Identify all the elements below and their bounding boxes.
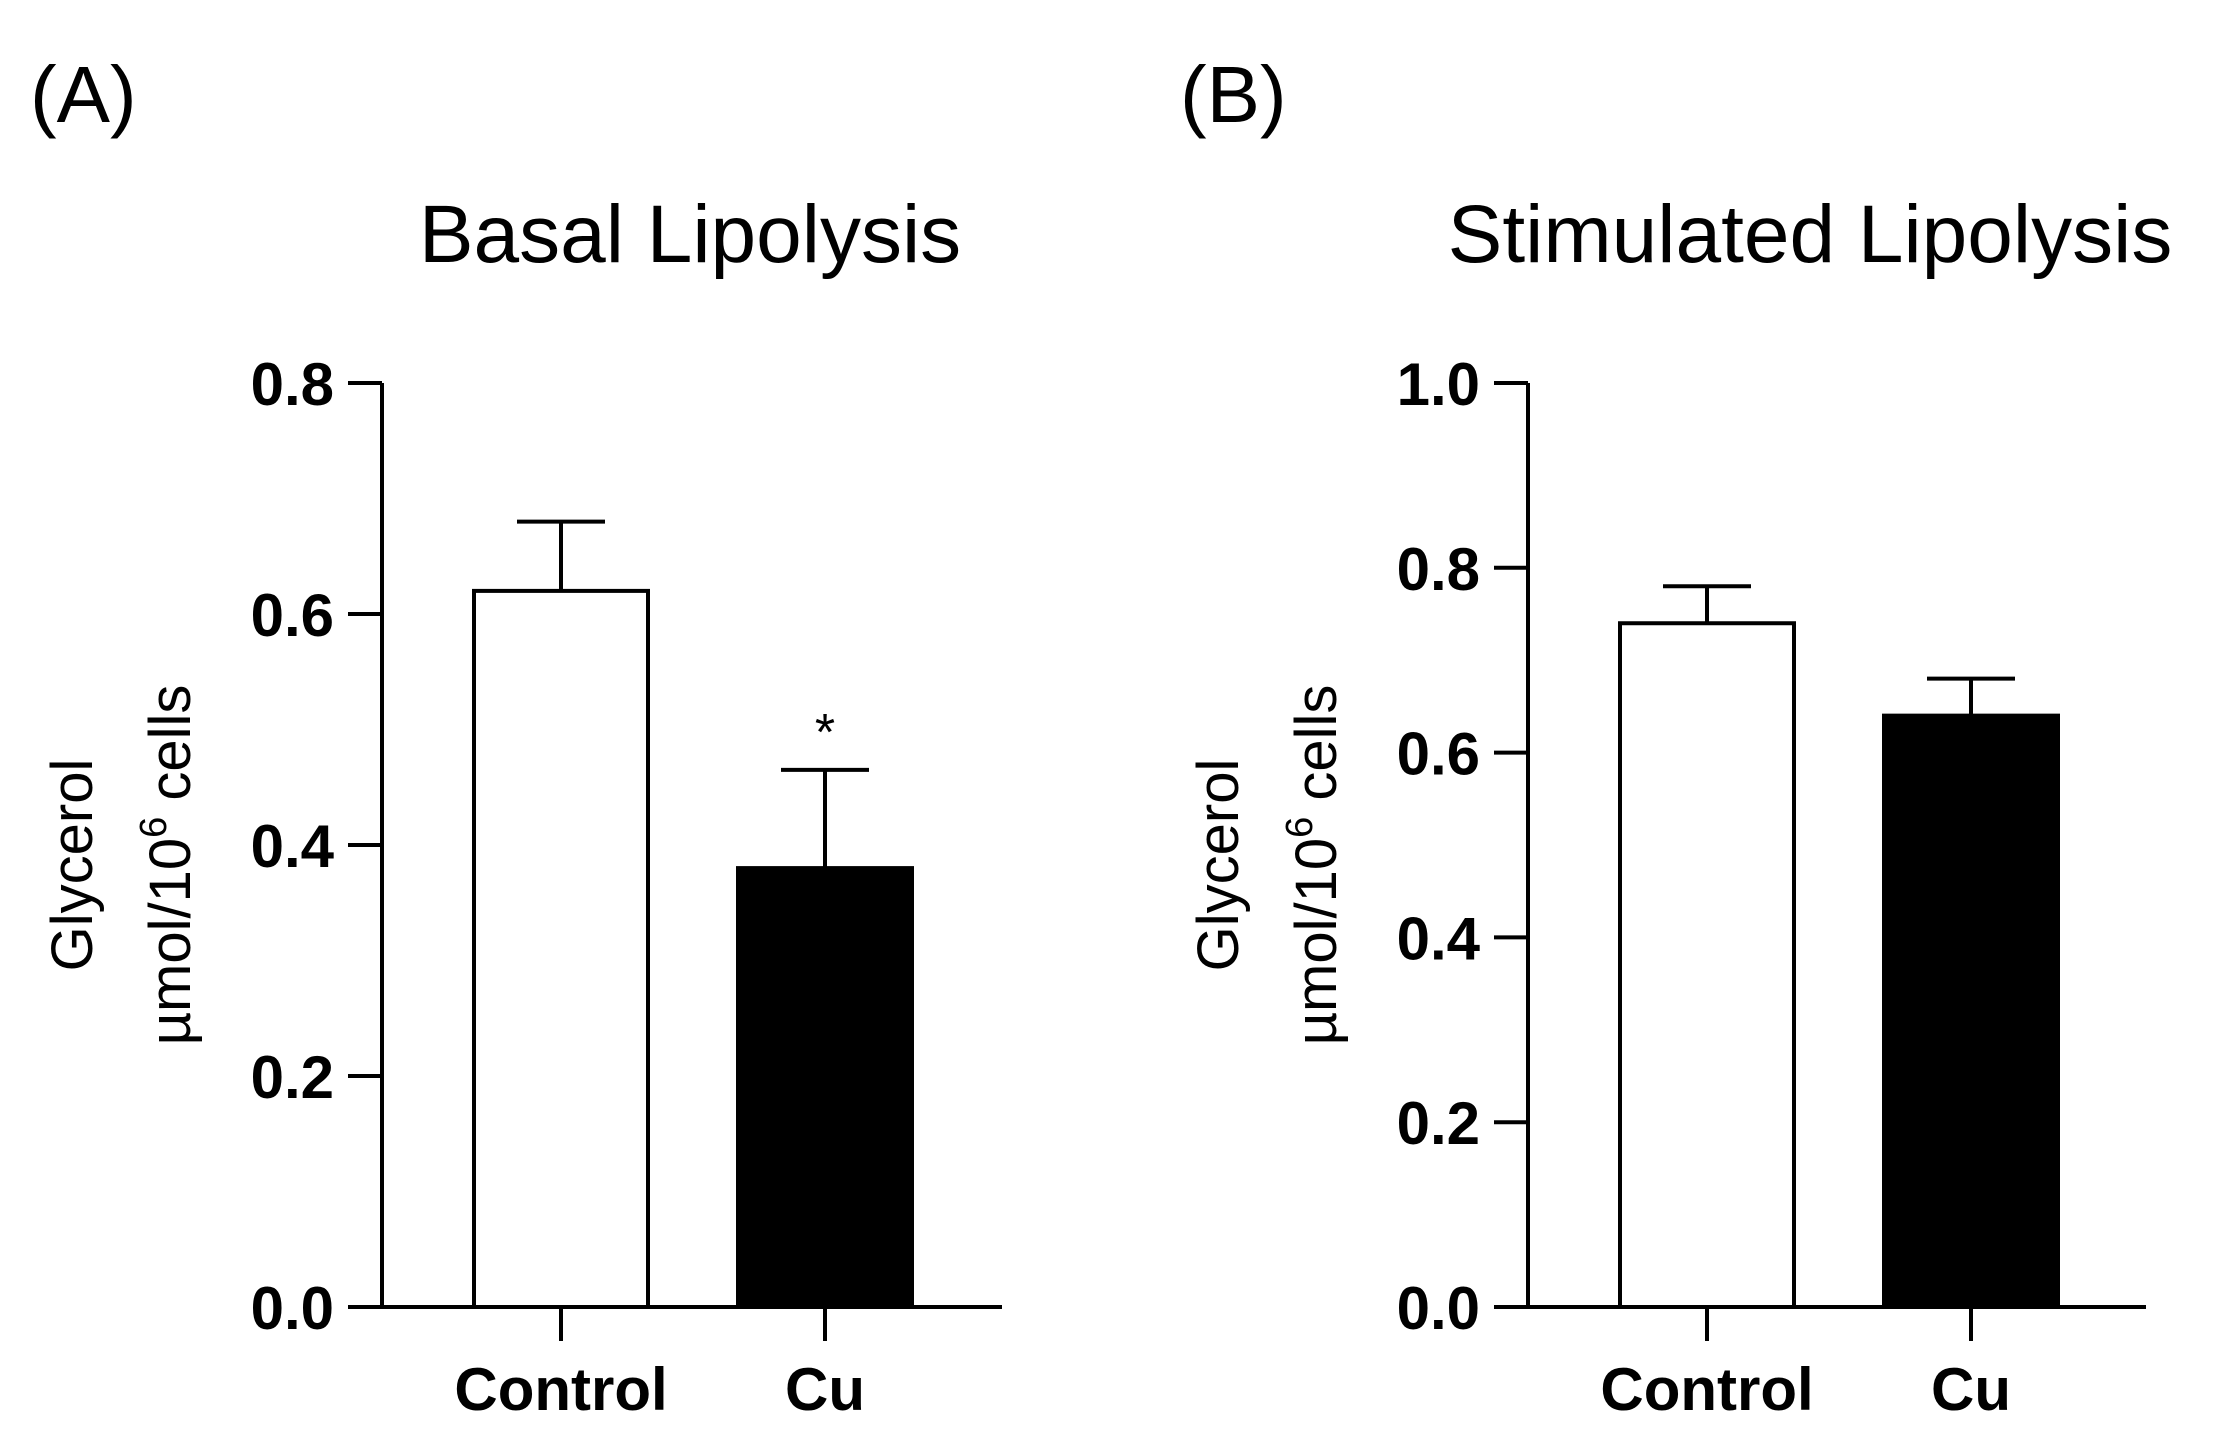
panel-b: (B) Stimulated Lipolysis Glycerol µmol/1… [1180,50,2172,1423]
panel-b-bar-cu [1882,713,2060,1309]
panel-b-x-tick-label-cu: Cu [1931,1356,2011,1423]
panel-b-plot-area: 0.0 0.2 0.4 0.6 0.8 1.0 Control Cu [1397,351,2146,1423]
panel-a-bar-control [472,588,650,1309]
panel-b-ylabel-line1: Glycerol [1186,759,1251,972]
panel-a-bar-cu [736,866,914,1309]
panel-b-ylabel-line2: µmol/106 cells [1279,685,1349,1046]
panel-b-label: (B) [1180,50,1287,139]
panel-a-y-tick-label: 0.6 [251,582,334,649]
panel-a-ylabel-line2: µmol/106 cells [133,685,203,1046]
panel-a-ylabel-line1: Glycerol [40,759,105,972]
panel-b-y-tick-label: 0.6 [1397,721,1480,788]
panel-b-y-axis-label: Glycerol µmol/106 cells [1186,685,1349,1046]
panel-b-y-tick-label: 0.4 [1397,905,1481,972]
panel-b-y-tick-label: 0.0 [1397,1275,1480,1342]
panel-a: (A) Basal Lipolysis Glycerol µmol/106 ce… [30,50,1002,1423]
panel-a-x-tick-label-cu: Cu [785,1356,865,1423]
panel-a-title: Basal Lipolysis [419,189,961,280]
panel-b-y-tick-label: 0.8 [1397,536,1480,603]
panel-b-y-tick-label: 1.0 [1397,351,1480,418]
panel-a-y-tick-label: 0.2 [251,1044,334,1111]
panel-a-y-tick-label: 0.8 [251,351,334,418]
panel-a-y-axis-label: Glycerol µmol/106 cells [40,685,203,1046]
panel-a-plot-area: * 0.0 0.2 0.4 0.6 0.8 Control Cu [251,351,1002,1423]
panel-b-y-tick-label: 0.2 [1397,1090,1480,1157]
panel-a-y-tick-label: 0.4 [251,813,335,880]
panel-a-x-tick-label-control: Control [454,1356,667,1423]
panel-a-y-tick-label: 0.0 [251,1275,334,1342]
panel-b-x-tick-label-control: Control [1600,1356,1813,1423]
panel-a-significance-marker-cu: * [815,704,835,762]
panel-a-label: (A) [30,50,137,139]
panel-b-bar-control [1618,621,1796,1309]
panel-b-title: Stimulated Lipolysis [1448,189,2173,280]
